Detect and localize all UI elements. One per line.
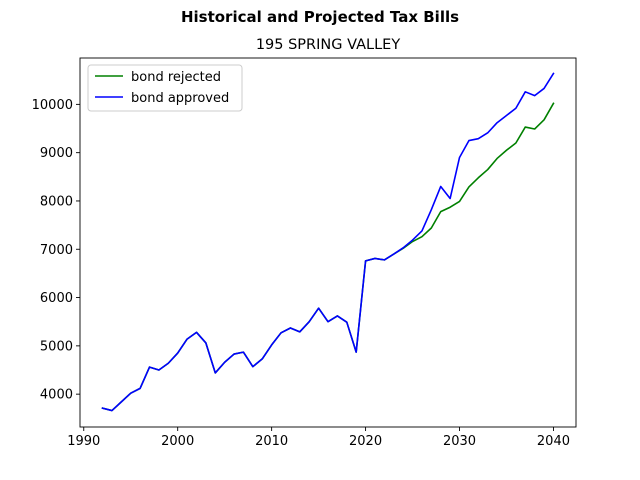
series-layer: [101, 72, 555, 412]
y-tick-label: 9000: [40, 146, 73, 161]
x-tick-label: 2000: [161, 434, 194, 449]
plot-frame: [79, 57, 577, 428]
y-tick-label: 5000: [40, 339, 73, 354]
x-tick-label: 2040: [537, 434, 570, 449]
x-tick-label: 2030: [443, 434, 476, 449]
legend: bond rejected bond approved: [87, 64, 243, 112]
axes-layer: 1990 2000 2010 2020 2030 2040 4000 5000 6000 7000…: [32, 57, 577, 449]
series-line-bond-rejected: [101, 102, 555, 412]
chart-title: 195 SPRING VALLEY: [256, 37, 401, 53]
y-tick-label: 8000: [40, 194, 73, 209]
y-tick-label: 4000: [40, 388, 73, 403]
legend-frame: [87, 64, 243, 112]
legend-label-bond-approved: bond approved: [131, 91, 229, 106]
x-tick-label: 2010: [255, 434, 288, 449]
legend-label-bond-rejected: bond rejected: [131, 70, 221, 85]
series-line-bond-approved: [101, 72, 555, 412]
x-tick-label: 1990: [67, 434, 100, 449]
y-tick-label: 10000: [32, 98, 73, 113]
figure-suptitle: Historical and Projected Tax Bills: [181, 8, 459, 26]
x-tick-label: 2020: [349, 434, 382, 449]
y-tick-label: 6000: [40, 291, 73, 306]
y-tick-label: 7000: [40, 243, 73, 258]
